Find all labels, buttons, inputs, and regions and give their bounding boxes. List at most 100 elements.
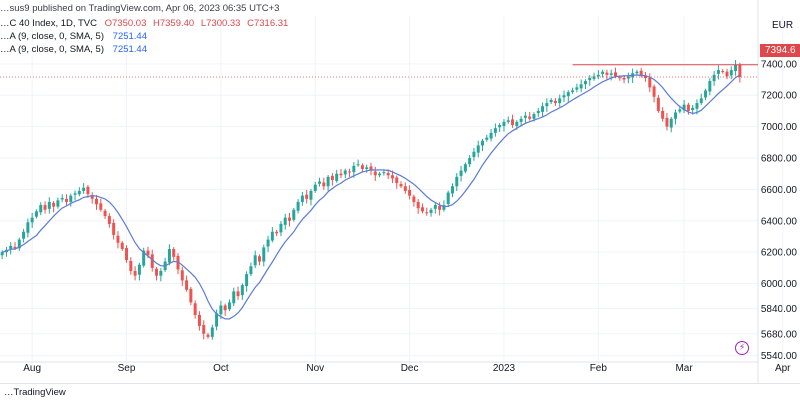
x-tick-label: Mar — [675, 363, 693, 374]
candle-body — [493, 128, 497, 133]
ma-value-2: 7251.44 — [112, 44, 147, 55]
candle-body — [738, 64, 742, 77]
candle-body — [716, 70, 720, 74]
candle-body — [399, 184, 403, 187]
candle-body — [618, 77, 622, 79]
candle-body — [339, 173, 343, 176]
candle-body — [262, 247, 266, 262]
ohlc-low: L7300.33 — [200, 18, 241, 29]
candle-body — [318, 181, 322, 184]
candle-body — [721, 71, 725, 73]
candle-body — [665, 117, 669, 127]
candle-body — [219, 305, 223, 315]
candle-body — [639, 70, 643, 75]
ma-legend-2[interactable]: …A (9, close, 0, SMA, 5) 7251.44 — [0, 43, 147, 56]
y-tick-label: 6000.00 — [761, 279, 798, 290]
candle-body — [56, 200, 60, 207]
candle-body — [13, 246, 17, 249]
candle-body — [511, 119, 515, 126]
candle-body — [348, 171, 352, 173]
candle-body — [626, 76, 630, 79]
candle-body — [699, 98, 703, 104]
y-tick-label: 5540.00 — [761, 351, 798, 362]
candle-body — [365, 167, 369, 169]
tradingview-bolt-icon[interactable]: ⚡ — [735, 341, 749, 355]
candle-body — [159, 270, 163, 276]
candle-body — [674, 112, 678, 119]
currency-label: EUR — [772, 20, 794, 31]
y-tick-label: 5840.00 — [761, 304, 798, 315]
candle-body — [369, 166, 373, 171]
candle-body — [360, 165, 364, 169]
x-tick-label: Sep — [118, 363, 136, 374]
candle-body — [202, 324, 206, 334]
candle-body — [463, 164, 467, 172]
candle-body — [459, 170, 463, 176]
candle-body — [571, 90, 575, 93]
candle-body — [575, 87, 579, 90]
candle-body — [26, 222, 30, 233]
candle-body — [661, 110, 665, 119]
candle-body — [382, 172, 386, 174]
y-tick-label: 7000.00 — [761, 122, 798, 133]
candle-body — [468, 158, 472, 165]
candle-body — [553, 100, 557, 104]
candle-body — [420, 207, 424, 212]
candle-body — [142, 250, 146, 266]
candle-body — [605, 72, 609, 75]
candle-body — [472, 151, 476, 158]
candle-body — [133, 270, 137, 276]
candle-body — [39, 205, 43, 213]
candle-body — [206, 334, 210, 337]
candle-body — [708, 81, 712, 92]
y-tick-label: 6600.00 — [761, 185, 798, 196]
candle-body — [300, 195, 304, 202]
candle-body — [95, 198, 99, 205]
candle-body — [429, 209, 433, 213]
candle-body — [691, 107, 695, 110]
publisher-line: …sus9 published on TradingView.com, Apr … — [0, 3, 280, 14]
candle-body — [22, 231, 26, 239]
candle-body — [545, 103, 549, 107]
candle-body — [601, 71, 605, 74]
candle-body — [549, 99, 553, 103]
candle-body — [52, 202, 56, 207]
candle-body — [34, 211, 38, 217]
candle-body — [588, 77, 592, 81]
candle-body — [596, 74, 600, 77]
y-tick-label: 7200.00 — [761, 91, 798, 102]
candle-body — [210, 327, 214, 337]
candle-body — [579, 84, 583, 89]
candle-body — [47, 201, 51, 209]
candle-body — [541, 106, 545, 112]
candle-body — [0, 252, 4, 256]
candle-body — [343, 170, 347, 175]
candle-body — [30, 217, 34, 223]
candle-body — [64, 198, 68, 202]
candle-body — [528, 116, 532, 119]
candle-body — [678, 109, 682, 112]
candle-body — [523, 115, 527, 118]
x-tick-label: Apr — [775, 363, 791, 374]
candle-body — [609, 73, 613, 75]
candle-body — [562, 95, 566, 98]
y-tick-label: 6200.00 — [761, 248, 798, 259]
candle-body — [197, 314, 201, 326]
ohlc-high: H7359.40 — [153, 18, 195, 29]
candle-body — [189, 288, 193, 303]
ma-legend-1[interactable]: …A (9, close, 0, SMA, 5) 7251.44 — [0, 30, 147, 43]
candle-body — [498, 125, 502, 128]
candle-body — [390, 175, 394, 179]
y-tick-label: 6400.00 — [761, 216, 798, 227]
candle-body — [502, 121, 506, 126]
candle-body — [481, 140, 485, 146]
ma-label-2: …A (9, close, 0, SMA, 5) — [0, 44, 105, 55]
candle-body — [489, 132, 493, 139]
candle-body — [232, 291, 236, 304]
y-tick-label: 7400.00 — [761, 59, 798, 70]
candle-body — [172, 249, 176, 257]
candle-body — [485, 137, 489, 140]
candle-body — [107, 216, 111, 224]
